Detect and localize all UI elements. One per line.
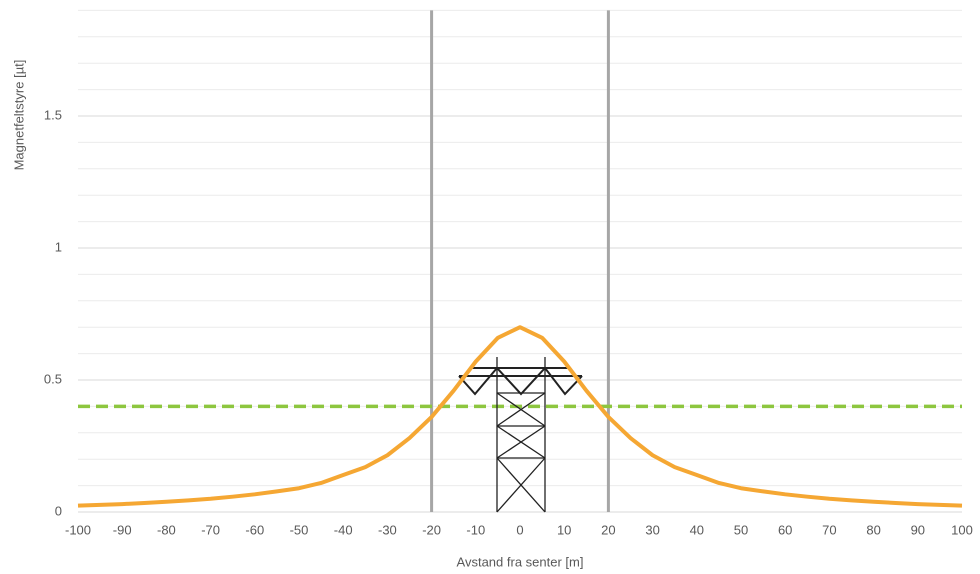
x-tick-label: -20 [422,522,441,537]
x-tick-label: 70 [822,522,836,537]
x-tick-label: -80 [157,522,176,537]
y-axis-title: Magnetfeltstyre [µt] [11,60,26,171]
y-tick-label: 1 [55,239,62,254]
x-axis-title: Avstand fra senter [m] [457,554,584,569]
x-tick-label: -90 [113,522,132,537]
x-tick-label: -100 [65,522,91,537]
x-tick-label: 80 [866,522,880,537]
x-tick-label: -30 [378,522,397,537]
reference-lines [78,10,962,512]
x-tick-label: 90 [911,522,925,537]
x-tick-label: 50 [734,522,748,537]
x-tick-label: -70 [201,522,220,537]
x-tick-label: 40 [690,522,704,537]
y-tick-label: 0.5 [44,371,62,386]
data-line [77,325,963,508]
x-tick-label: -10 [466,522,485,537]
x-tick-label: -50 [290,522,309,537]
grid [78,9,962,513]
x-tick-label: 0 [516,522,523,537]
y-tick-label: 0 [55,503,62,518]
x-tick-label: 20 [601,522,615,537]
x-tick-label: 30 [645,522,659,537]
x-tick-label: -60 [245,522,264,537]
x-tick-label: 100 [951,522,973,537]
x-tick-label: 10 [557,522,571,537]
y-tick-label: 1.5 [44,107,62,122]
pylon-icon [458,357,583,513]
x-tick-label: 60 [778,522,792,537]
x-tick-label: -40 [334,522,353,537]
